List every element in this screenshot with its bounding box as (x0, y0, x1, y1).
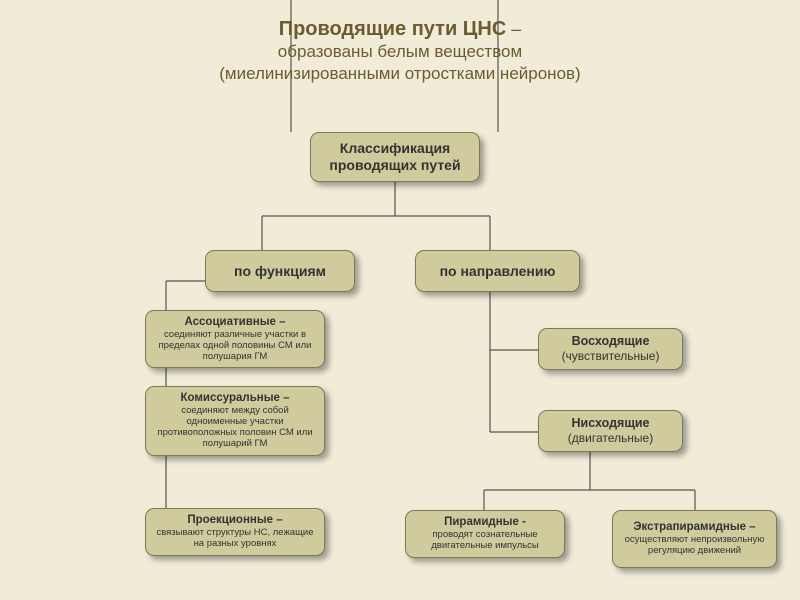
node-projection: Проекционные – связывают структуры НС, л… (145, 508, 325, 556)
ascending-title: Восходящие (572, 334, 650, 348)
associative-title: Ассоциативные – (184, 316, 285, 329)
node-by-functions: по функциям (205, 250, 355, 292)
node-associative: Ассоциативные – соединяют различные учас… (145, 310, 325, 368)
root-label-2: проводящих путей (329, 157, 460, 174)
node-by-direction: по направлению (415, 250, 580, 292)
functions-label: по функциям (234, 263, 326, 280)
descending-desc: (двигательные) (568, 432, 653, 446)
pyramidal-desc: проводят сознательные двигательные импул… (414, 530, 556, 552)
subtitle-line-2: (миелинизированными отростками нейронов) (0, 63, 800, 85)
node-extrapyramidal: Экстрапирамидные – осуществляют непроизв… (612, 510, 777, 568)
associative-desc: соединяют различные участки в пределах о… (154, 330, 316, 363)
extrapyramidal-desc: осуществляют непроизвольную регуляцию дв… (621, 535, 768, 557)
commissural-title: Комиссуральные – (180, 392, 289, 405)
diagram-header: Проводящие пути ЦНС – образованы белым в… (0, 18, 800, 85)
node-pyramidal: Пирамидные - проводят сознательные двига… (405, 510, 565, 558)
node-commissural: Комиссуральные – соединяют между собой о… (145, 386, 325, 456)
direction-label: по направлению (440, 263, 556, 280)
title-main: Проводящие пути ЦНС (279, 18, 507, 40)
node-classification-root: Классификация проводящих путей (310, 132, 480, 182)
ascending-desc: (чувствительные) (562, 350, 660, 364)
commissural-desc: соединяют между собой одноименные участк… (154, 406, 316, 450)
root-label-1: Классификация (340, 140, 450, 157)
title-dash: – (506, 19, 521, 39)
pyramidal-title: Пирамидные - (444, 516, 526, 529)
node-descending: Нисходящие (двигательные) (538, 410, 683, 452)
descending-title: Нисходящие (571, 416, 649, 430)
extrapyramidal-title: Экстрапирамидные – (633, 521, 755, 534)
node-ascending: Восходящие (чувствительные) (538, 328, 683, 370)
projection-desc: связывают структуры НС, лежащие на разны… (154, 528, 316, 550)
subtitle-line-1: образованы белым веществом (0, 41, 800, 63)
projection-title: Проекционные – (187, 514, 282, 527)
